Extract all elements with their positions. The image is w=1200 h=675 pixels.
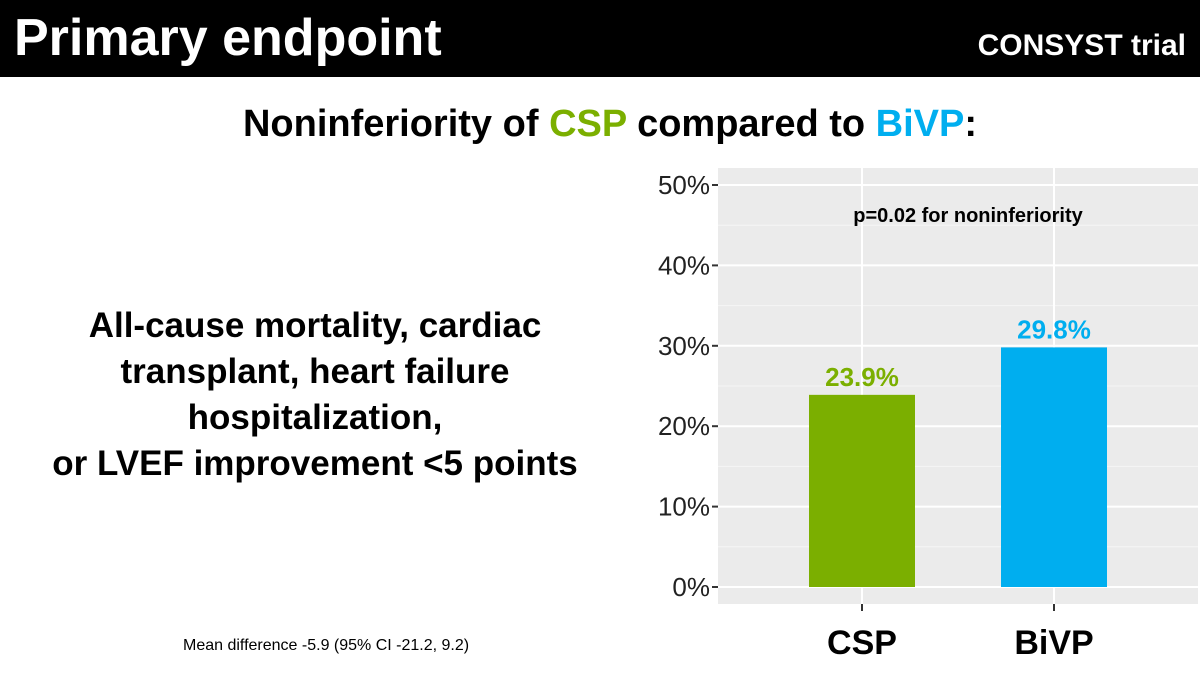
subtitle-prefix: Noninferiority of (242, 103, 550, 145)
endpoint-line: transplant, heart failure (120, 352, 510, 391)
slide-title: Primary endpoint (14, 9, 442, 67)
p-value-annotation: p=0.02 for noninferiority (853, 205, 1083, 227)
data-label-csp: 23.9% (825, 362, 899, 392)
subtitle-middle: compared to (626, 103, 876, 145)
y-tick-label: 20% (658, 411, 710, 441)
y-tick-label: 50% (658, 170, 710, 200)
trial-name: CONSYST trial (977, 29, 1186, 62)
data-label-bivp: 29.8% (1017, 314, 1091, 344)
bar-csp (809, 394, 915, 587)
y-tick-label: 0% (672, 572, 710, 602)
mean-difference-footnote: Mean difference -5.9 (95% CI -21.2, 9.2) (183, 637, 470, 654)
subtitle-csp: CSP (549, 103, 627, 145)
subtitle-bivp: BiVP (875, 103, 965, 145)
bar-bivp (1001, 347, 1107, 587)
y-tick-label: 40% (658, 250, 710, 280)
endpoint-line: or LVEF improvement <5 points (52, 444, 578, 483)
endpoint-line: All-cause mortality, cardiac (88, 306, 542, 345)
header-bar: Primary endpoint CONSYST trial (0, 0, 1200, 77)
x-tick-label-bivp: BiVP (1014, 624, 1093, 662)
y-tick-label: 30% (658, 331, 710, 361)
subtitle: Noninferiority of CSP compared to BiVP: (0, 100, 1200, 148)
endpoint-definition: All-cause mortality, cardiac transplant,… (0, 303, 630, 487)
endpoint-line: hospitalization, (187, 398, 443, 437)
y-tick-label: 10% (658, 492, 710, 522)
subtitle-suffix: : (964, 103, 978, 145)
x-tick-label-csp: CSP (827, 624, 897, 662)
